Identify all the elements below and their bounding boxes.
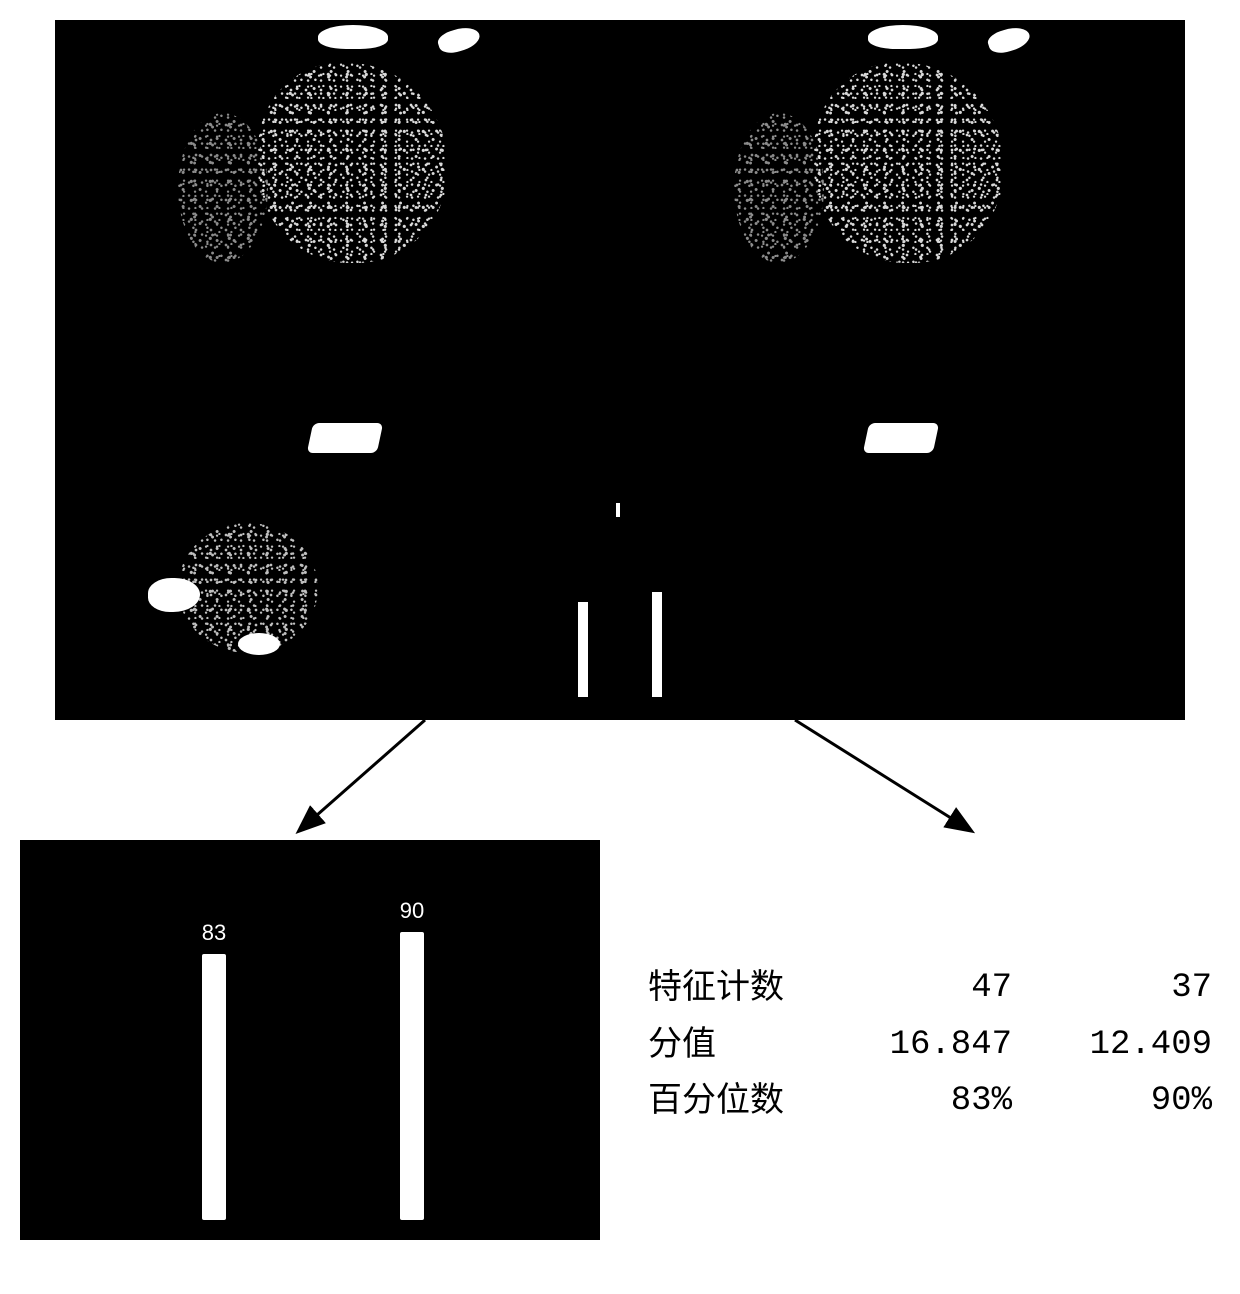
blob (863, 423, 939, 453)
center-tick (616, 503, 620, 517)
data-table-table: 特征计数 47 37 分值 16.847 12.409 百分位数 83% 90% (640, 960, 1220, 1130)
speckle-region (258, 63, 448, 263)
overlay-bar-left (578, 602, 588, 697)
overlay-bar-right (652, 592, 662, 697)
row-label: 特征计数 (640, 960, 820, 1017)
blob (238, 633, 280, 655)
chart-bar-label: 83 (184, 920, 244, 946)
row-value-a: 47 (820, 960, 1020, 1017)
blob (318, 25, 388, 49)
blob (868, 25, 938, 49)
arrow-right (795, 720, 970, 830)
speckle-region (814, 63, 1004, 263)
row-label: 百分位数 (640, 1073, 820, 1130)
bar-chart-panel: 83 90 (20, 840, 600, 1240)
blob (307, 423, 383, 453)
arrows-svg (55, 720, 1185, 840)
blob (436, 23, 483, 57)
blob (986, 23, 1033, 57)
figure-root: 83 90 特征计数 47 37 分值 16.847 12.409 百分位数 83… (20, 20, 1220, 1240)
row-value-a: 16.847 (820, 1017, 1020, 1074)
chart-bar (400, 932, 424, 1220)
bottom-row: 83 90 特征计数 47 37 分值 16.847 12.409 百分位数 83… (20, 840, 1220, 1240)
arrow-left (300, 720, 425, 830)
table-row: 分值 16.847 12.409 (640, 1017, 1220, 1074)
row-label: 分值 (640, 1017, 820, 1074)
arrows-region (55, 720, 1185, 840)
speckle-region (178, 113, 268, 263)
row-value-b: 90% (1020, 1073, 1220, 1130)
row-value-b: 12.409 (1020, 1017, 1220, 1074)
data-table: 特征计数 47 37 分值 16.847 12.409 百分位数 83% 90% (640, 840, 1220, 1130)
chart-bar (202, 954, 226, 1220)
table-row: 百分位数 83% 90% (640, 1073, 1220, 1130)
chart-bar-label: 90 (382, 898, 442, 924)
row-value-b: 37 (1020, 960, 1220, 1017)
row-value-a: 83% (820, 1073, 1020, 1130)
table-row: 特征计数 47 37 (640, 960, 1220, 1017)
speckle-region (734, 113, 824, 263)
top-image-panel (55, 20, 1185, 720)
